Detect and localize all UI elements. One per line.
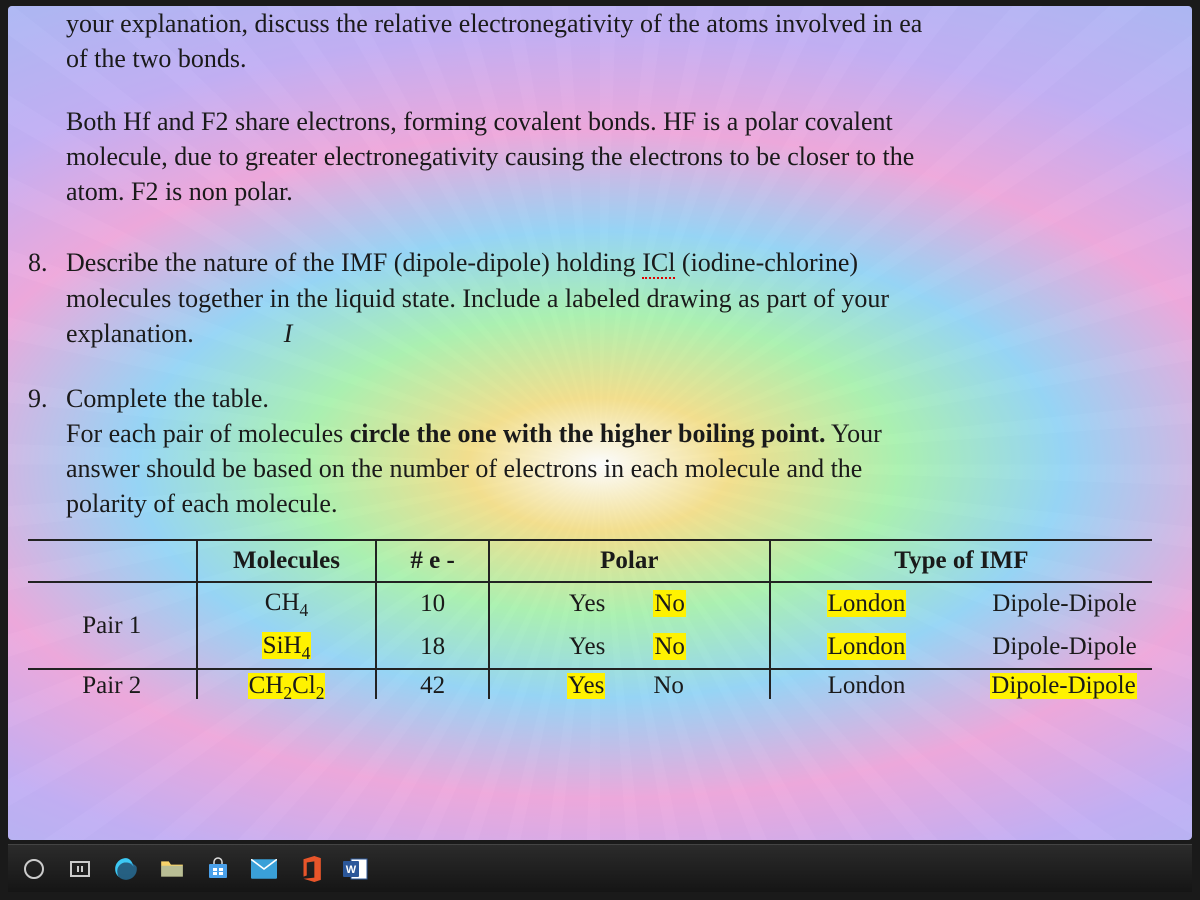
electrons-cell: 18 xyxy=(376,626,488,670)
subscript: 4 xyxy=(302,643,311,663)
text-line: of the two bonds. xyxy=(66,44,247,73)
polar-yes: Yes xyxy=(519,587,629,621)
clipped-text: Yes No xyxy=(498,673,761,699)
polar-cell: Yes No xyxy=(489,626,770,670)
highlighted-answer: Dipole-Dipole xyxy=(990,673,1136,699)
subscript: 4 xyxy=(300,600,309,620)
polar-no: No xyxy=(629,673,739,698)
imf-cell: London Dipole-Dipole xyxy=(770,626,1152,670)
paragraph-intro-truncated: your explanation, discuss the relative e… xyxy=(28,6,1152,84)
polar-no: No xyxy=(629,630,739,664)
header-polar: Polar xyxy=(489,540,770,582)
text-line: answer should be based on the number of … xyxy=(66,454,862,483)
pair-label: Pair 1 xyxy=(28,582,197,669)
clipped-text: 42 xyxy=(385,673,479,699)
imf-london: London xyxy=(786,587,947,621)
mol-text: SiH xyxy=(263,632,302,659)
store-icon[interactable] xyxy=(202,853,234,885)
molecule-cell: SiH4 xyxy=(197,626,377,670)
highlighted-answer: No xyxy=(653,633,686,660)
header-imf: Type of IMF xyxy=(770,540,1152,582)
document-content[interactable]: your explanation, discuss the relative e… xyxy=(8,6,1192,840)
office-icon[interactable] xyxy=(294,853,326,885)
clipped-text: CH2Cl2 xyxy=(206,673,368,699)
highlighted-answer: No xyxy=(653,590,686,617)
mol-text: Cl xyxy=(292,673,316,699)
question-8: 8. Describe the nature of the IMF (dipol… xyxy=(28,217,1152,358)
text-line: molecule, due to greater electronegativi… xyxy=(66,142,914,171)
header-electrons: # e - xyxy=(376,540,488,582)
imf-london: London xyxy=(786,673,947,698)
question-number: 8. xyxy=(28,245,66,280)
document-viewport: your explanation, discuss the relative e… xyxy=(8,6,1192,840)
question-9: 9. Complete the table. For each pair of … xyxy=(28,359,1152,539)
question-body: Describe the nature of the IMF (dipole-d… xyxy=(66,245,1150,350)
imf-cell: London Dipole-Dipole xyxy=(770,582,1152,626)
spell-error-icl[interactable]: ICl xyxy=(642,248,675,279)
table-header-row: Molecules # e - Polar Type of IMF xyxy=(28,540,1152,582)
header-empty xyxy=(28,540,197,582)
imf-dipole: Dipole-Dipole xyxy=(947,673,1137,698)
text-fragment: Your xyxy=(825,419,881,448)
pair-label: Pair 2 xyxy=(28,669,197,699)
highlighted-answer: London xyxy=(827,633,907,660)
bold-instruction: circle the one with the higher boiling p… xyxy=(350,419,826,448)
header-molecules: Molecules xyxy=(197,540,377,582)
text-line: Complete the table. xyxy=(66,384,269,413)
electrons-cell: 42 xyxy=(376,669,488,699)
file-explorer-icon[interactable] xyxy=(156,853,188,885)
text-fragment: Describe the nature of the IMF (dipole-d… xyxy=(66,248,642,277)
mail-icon[interactable] xyxy=(248,853,280,885)
polar-yes: Yes xyxy=(519,630,629,664)
imf-dipole: Dipole-Dipole xyxy=(947,630,1137,664)
text-line: your explanation, discuss the relative e… xyxy=(66,9,922,38)
highlighted-answer: SiH4 xyxy=(262,632,312,659)
polar-cell: Yes No xyxy=(489,669,770,699)
imf-london: London xyxy=(786,630,947,664)
windows-taskbar[interactable]: W xyxy=(8,844,1192,892)
highlighted-answer: CH2Cl2 xyxy=(248,673,326,699)
mol-text: CH xyxy=(265,589,300,616)
task-view-icon[interactable] xyxy=(64,853,96,885)
svg-text:W: W xyxy=(346,864,357,876)
text-fragment: For each pair of molecules xyxy=(66,419,350,448)
mol-text: CH xyxy=(249,673,284,699)
text-fragment: (iodine-chlorine) xyxy=(675,248,858,277)
clipped-text: London Dipole-Dipole xyxy=(779,673,1144,699)
polar-yes: Yes xyxy=(519,673,629,698)
text-cursor[interactable]: I xyxy=(284,316,293,351)
polar-cell: Yes No xyxy=(489,582,770,626)
text-line: Both Hf and F2 share electrons, forming … xyxy=(66,107,893,136)
text-line: explanation. xyxy=(66,319,194,348)
edge-icon[interactable] xyxy=(110,853,142,885)
molecule-cell: CH2Cl2 xyxy=(197,669,377,699)
table-row: SiH4 18 Yes No London Dipole-Dipole xyxy=(28,626,1152,670)
text-line: atom. F2 is non polar. xyxy=(66,177,293,206)
table-row: Pair 1 CH4 10 YesNo LondonDipole-Dipole xyxy=(28,582,1152,626)
highlighted-answer: London xyxy=(827,590,907,617)
subscript: 2 xyxy=(283,683,292,699)
subscript: 2 xyxy=(316,683,325,699)
text-line: molecules together in the liquid state. … xyxy=(66,284,889,313)
paragraph-answer-7: Both Hf and F2 share electrons, forming … xyxy=(28,84,1152,217)
molecules-table: Molecules # e - Polar Type of IMF Pair 1… xyxy=(28,539,1152,699)
imf-dipole: Dipole-Dipole xyxy=(947,587,1137,621)
word-icon[interactable]: W xyxy=(340,853,372,885)
molecule-cell: CH4 xyxy=(197,582,377,626)
electrons-cell: 10 xyxy=(376,582,488,626)
text-line: polarity of each molecule. xyxy=(66,489,337,518)
imf-cell: London Dipole-Dipole xyxy=(770,669,1152,699)
clipped-text: Pair 2 xyxy=(36,673,188,699)
question-body: Complete the table. For each pair of mol… xyxy=(66,381,1150,521)
highlighted-answer: Yes xyxy=(567,673,605,699)
polar-no: No xyxy=(629,587,739,621)
table-row-cutoff: Pair 2 CH2Cl2 42 YesNo LondonDipole-Dipo… xyxy=(28,669,1152,699)
cortana-icon[interactable] xyxy=(18,853,50,885)
question-number: 9. xyxy=(28,381,66,416)
